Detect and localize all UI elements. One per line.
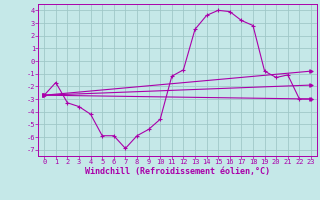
X-axis label: Windchill (Refroidissement éolien,°C): Windchill (Refroidissement éolien,°C) [85, 167, 270, 176]
